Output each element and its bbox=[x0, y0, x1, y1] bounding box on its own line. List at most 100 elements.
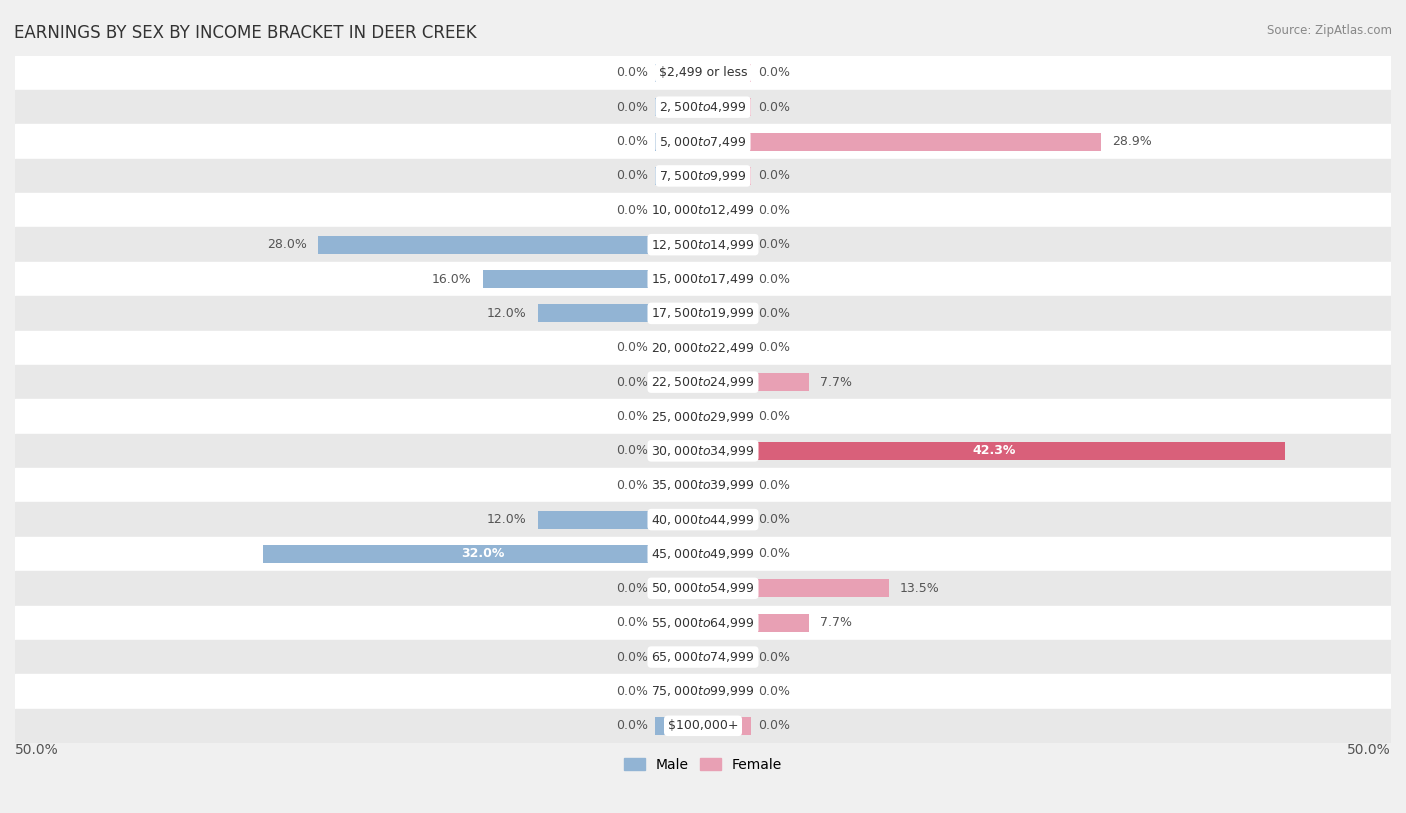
Text: 0.0%: 0.0% bbox=[616, 204, 648, 217]
Bar bbox=[655, 648, 703, 666]
Bar bbox=[655, 682, 703, 700]
Bar bbox=[15, 709, 1391, 743]
Text: $5,000 to $7,499: $5,000 to $7,499 bbox=[659, 135, 747, 149]
Text: 0.0%: 0.0% bbox=[758, 307, 790, 320]
Text: 0.0%: 0.0% bbox=[616, 67, 648, 80]
Bar bbox=[655, 614, 703, 632]
Text: $2,500 to $4,999: $2,500 to $4,999 bbox=[659, 100, 747, 114]
Text: 28.9%: 28.9% bbox=[1112, 135, 1152, 148]
Bar bbox=[703, 614, 808, 632]
Bar bbox=[655, 717, 703, 735]
Bar bbox=[15, 296, 1391, 331]
Text: 0.0%: 0.0% bbox=[758, 513, 790, 526]
Bar bbox=[15, 262, 1391, 296]
Text: 0.0%: 0.0% bbox=[616, 376, 648, 389]
Text: 0.0%: 0.0% bbox=[616, 341, 648, 354]
Text: $50,000 to $54,999: $50,000 to $54,999 bbox=[651, 581, 755, 595]
Text: 0.0%: 0.0% bbox=[616, 135, 648, 148]
Bar bbox=[263, 545, 703, 563]
Legend: Male, Female: Male, Female bbox=[619, 752, 787, 777]
Text: 0.0%: 0.0% bbox=[758, 685, 790, 698]
Text: $75,000 to $99,999: $75,000 to $99,999 bbox=[651, 685, 755, 698]
Text: 50.0%: 50.0% bbox=[1347, 743, 1391, 757]
Bar bbox=[15, 606, 1391, 640]
Text: 0.0%: 0.0% bbox=[758, 101, 790, 114]
Text: $2,499 or less: $2,499 or less bbox=[659, 67, 747, 80]
Bar bbox=[703, 64, 751, 82]
Text: 0.0%: 0.0% bbox=[758, 169, 790, 182]
Bar bbox=[655, 64, 703, 82]
Bar bbox=[655, 167, 703, 185]
Text: 0.0%: 0.0% bbox=[758, 720, 790, 733]
Text: $7,500 to $9,999: $7,500 to $9,999 bbox=[659, 169, 747, 183]
Text: 7.7%: 7.7% bbox=[820, 376, 852, 389]
Bar bbox=[15, 537, 1391, 572]
Bar bbox=[655, 407, 703, 425]
Bar bbox=[15, 674, 1391, 709]
Bar bbox=[703, 545, 751, 563]
Text: 0.0%: 0.0% bbox=[616, 445, 648, 458]
Bar bbox=[15, 124, 1391, 159]
Text: 0.0%: 0.0% bbox=[758, 204, 790, 217]
Text: $65,000 to $74,999: $65,000 to $74,999 bbox=[651, 650, 755, 664]
Bar bbox=[15, 399, 1391, 433]
Bar bbox=[703, 167, 751, 185]
Bar bbox=[655, 442, 703, 460]
Text: $30,000 to $34,999: $30,000 to $34,999 bbox=[651, 444, 755, 458]
Bar bbox=[703, 373, 808, 391]
Bar bbox=[655, 476, 703, 494]
Text: 0.0%: 0.0% bbox=[616, 101, 648, 114]
Text: 7.7%: 7.7% bbox=[820, 616, 852, 629]
Text: 28.0%: 28.0% bbox=[267, 238, 307, 251]
Text: 12.0%: 12.0% bbox=[486, 513, 527, 526]
Text: $35,000 to $39,999: $35,000 to $39,999 bbox=[651, 478, 755, 492]
Text: 0.0%: 0.0% bbox=[616, 650, 648, 663]
Bar bbox=[703, 133, 1101, 150]
Text: $40,000 to $44,999: $40,000 to $44,999 bbox=[651, 513, 755, 527]
Bar bbox=[703, 270, 751, 288]
Text: $22,500 to $24,999: $22,500 to $24,999 bbox=[651, 375, 755, 389]
Bar bbox=[703, 682, 751, 700]
Bar bbox=[703, 648, 751, 666]
Text: 12.0%: 12.0% bbox=[486, 307, 527, 320]
Bar bbox=[655, 373, 703, 391]
Text: 0.0%: 0.0% bbox=[616, 410, 648, 423]
Bar bbox=[703, 442, 1285, 460]
Bar bbox=[538, 304, 703, 322]
Bar bbox=[538, 511, 703, 528]
Text: $15,000 to $17,499: $15,000 to $17,499 bbox=[651, 272, 755, 286]
Bar bbox=[655, 339, 703, 357]
Bar bbox=[15, 159, 1391, 193]
Text: $17,500 to $19,999: $17,500 to $19,999 bbox=[651, 307, 755, 320]
Bar bbox=[703, 407, 751, 425]
Text: 0.0%: 0.0% bbox=[758, 410, 790, 423]
Text: $10,000 to $12,499: $10,000 to $12,499 bbox=[651, 203, 755, 217]
Bar bbox=[482, 270, 703, 288]
Text: 42.3%: 42.3% bbox=[973, 445, 1015, 458]
Text: 50.0%: 50.0% bbox=[15, 743, 59, 757]
Text: 0.0%: 0.0% bbox=[758, 547, 790, 560]
Bar bbox=[703, 580, 889, 598]
Text: $100,000+: $100,000+ bbox=[668, 720, 738, 733]
Text: 0.0%: 0.0% bbox=[758, 272, 790, 285]
Text: Source: ZipAtlas.com: Source: ZipAtlas.com bbox=[1267, 24, 1392, 37]
Bar bbox=[703, 476, 751, 494]
Text: 32.0%: 32.0% bbox=[461, 547, 505, 560]
Text: 0.0%: 0.0% bbox=[616, 582, 648, 595]
Text: 0.0%: 0.0% bbox=[758, 650, 790, 663]
Bar bbox=[15, 502, 1391, 537]
Text: 13.5%: 13.5% bbox=[900, 582, 939, 595]
Bar bbox=[15, 90, 1391, 124]
Bar bbox=[703, 304, 751, 322]
Text: 0.0%: 0.0% bbox=[616, 479, 648, 492]
Bar bbox=[655, 202, 703, 220]
Text: 16.0%: 16.0% bbox=[432, 272, 472, 285]
Bar bbox=[655, 580, 703, 598]
Text: 0.0%: 0.0% bbox=[616, 616, 648, 629]
Bar bbox=[15, 55, 1391, 90]
Bar bbox=[703, 717, 751, 735]
Bar bbox=[318, 236, 703, 254]
Bar bbox=[655, 133, 703, 150]
Text: 0.0%: 0.0% bbox=[616, 685, 648, 698]
Text: 0.0%: 0.0% bbox=[758, 238, 790, 251]
